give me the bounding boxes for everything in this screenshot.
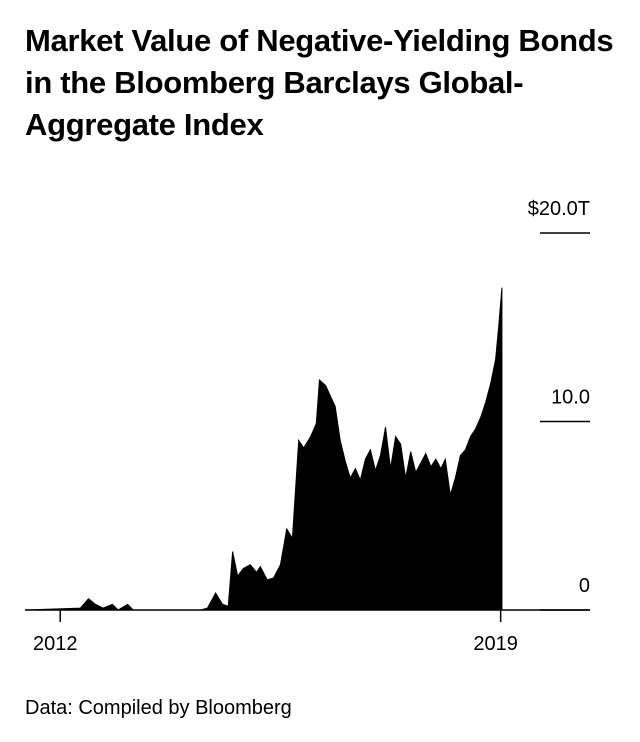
- y-tick-label: 0: [579, 575, 590, 597]
- source-note: Data: Compiled by Bloomberg: [25, 697, 292, 719]
- y-tick-label: 10.0: [551, 387, 590, 409]
- y-tick-label: $20.0T: [528, 198, 590, 220]
- chart-title: Market Value of Negative-Yielding Bonds …: [25, 23, 614, 142]
- x-tick-label: 2012: [33, 633, 78, 655]
- area: [24, 287, 503, 611]
- x-tick-label: 2019: [473, 633, 518, 655]
